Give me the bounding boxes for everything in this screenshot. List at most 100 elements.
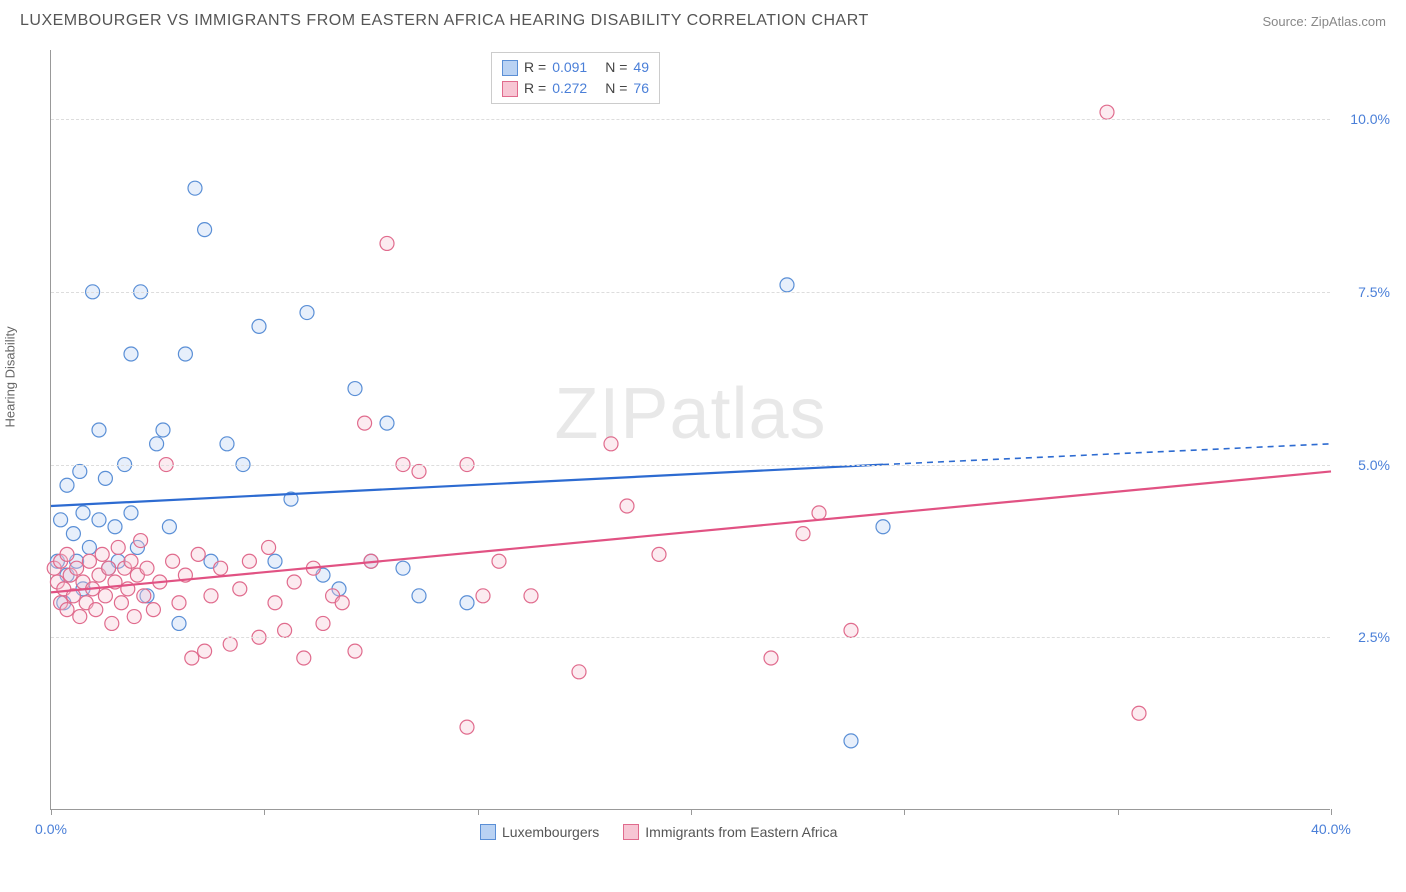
source-value: ZipAtlas.com — [1311, 14, 1386, 29]
data-point — [105, 616, 119, 630]
data-point — [70, 561, 84, 575]
data-point — [242, 554, 256, 568]
x-tick — [691, 809, 692, 815]
data-point — [214, 561, 228, 575]
data-point — [1132, 706, 1146, 720]
data-point — [108, 520, 122, 534]
data-point — [620, 499, 634, 513]
data-point — [358, 416, 372, 430]
data-point — [134, 534, 148, 548]
data-point — [287, 575, 301, 589]
data-point — [124, 506, 138, 520]
trend-line — [51, 471, 1331, 592]
chart-source: Source: ZipAtlas.com — [1262, 14, 1386, 29]
legend-item: Immigrants from Eastern Africa — [623, 824, 837, 840]
gridline-h — [51, 465, 1330, 466]
stats-r-label: R = — [524, 57, 546, 78]
data-point — [102, 561, 116, 575]
data-point — [204, 589, 218, 603]
data-point — [146, 603, 160, 617]
data-point — [233, 582, 247, 596]
data-point — [844, 623, 858, 637]
data-point — [98, 589, 112, 603]
data-point — [172, 616, 186, 630]
data-point — [92, 423, 106, 437]
data-point — [297, 651, 311, 665]
data-point — [524, 589, 538, 603]
x-tick-label: 40.0% — [1311, 821, 1351, 837]
legend-swatch — [623, 824, 639, 840]
data-point — [54, 513, 68, 527]
stats-r-label: R = — [524, 78, 546, 99]
data-point — [300, 306, 314, 320]
data-point — [780, 278, 794, 292]
legend-swatch — [480, 824, 496, 840]
data-point — [652, 547, 666, 561]
x-tick — [51, 809, 52, 815]
data-point — [572, 665, 586, 679]
data-point — [348, 644, 362, 658]
data-point — [92, 513, 106, 527]
x-tick — [478, 809, 479, 815]
data-point — [380, 416, 394, 430]
data-point — [82, 554, 96, 568]
stats-legend-box: R =0.091N =49R =0.272N =76 — [491, 52, 660, 104]
data-point — [812, 506, 826, 520]
stats-swatch — [502, 60, 518, 76]
stats-r-value: 0.091 — [552, 57, 587, 78]
data-point — [82, 540, 96, 554]
data-point — [140, 561, 154, 575]
legend-label: Luxembourgers — [502, 824, 599, 840]
data-point — [844, 734, 858, 748]
chart-container: ZIPatlas R =0.091N =49R =0.272N =76 2.5%… — [50, 50, 1360, 810]
data-point — [223, 637, 237, 651]
stats-n-label: N = — [605, 78, 627, 99]
stats-n-label: N = — [605, 57, 627, 78]
chart-header: LUXEMBOURGER VS IMMIGRANTS FROM EASTERN … — [0, 0, 1406, 38]
data-point — [137, 589, 151, 603]
data-point — [460, 720, 474, 734]
data-point — [268, 554, 282, 568]
data-point — [198, 223, 212, 237]
data-point — [114, 596, 128, 610]
plot-area: ZIPatlas R =0.091N =49R =0.272N =76 2.5%… — [50, 50, 1330, 810]
y-tick-label: 5.0% — [1358, 457, 1390, 473]
data-point — [124, 347, 138, 361]
data-point — [111, 540, 125, 554]
data-point — [73, 464, 87, 478]
data-point — [178, 347, 192, 361]
data-point — [124, 554, 138, 568]
data-point — [492, 554, 506, 568]
data-point — [220, 437, 234, 451]
data-point — [60, 547, 74, 561]
data-point — [335, 596, 349, 610]
data-point — [476, 589, 490, 603]
data-point — [876, 520, 890, 534]
data-point — [166, 554, 180, 568]
data-point — [76, 506, 90, 520]
stats-row: R =0.091N =49 — [502, 57, 649, 78]
data-point — [198, 644, 212, 658]
data-point — [66, 527, 80, 541]
legend-label: Immigrants from Eastern Africa — [645, 824, 837, 840]
data-point — [460, 596, 474, 610]
y-tick-label: 7.5% — [1358, 284, 1390, 300]
data-point — [348, 382, 362, 396]
data-point — [156, 423, 170, 437]
data-point — [95, 547, 109, 561]
x-tick — [904, 809, 905, 815]
data-point — [604, 437, 618, 451]
trend-line-extrapolated — [883, 444, 1331, 465]
x-tick — [264, 809, 265, 815]
y-tick-label: 2.5% — [1358, 629, 1390, 645]
bottom-legend: Luxembourgers Immigrants from Eastern Afr… — [480, 824, 837, 840]
x-tick-label: 0.0% — [35, 821, 67, 837]
data-point — [380, 236, 394, 250]
data-point — [278, 623, 292, 637]
x-tick — [1331, 809, 1332, 815]
stats-row: R =0.272N =76 — [502, 78, 649, 99]
data-point — [60, 603, 74, 617]
source-label: Source: — [1262, 14, 1310, 29]
chart-title: LUXEMBOURGER VS IMMIGRANTS FROM EASTERN … — [20, 12, 869, 30]
data-point — [185, 651, 199, 665]
